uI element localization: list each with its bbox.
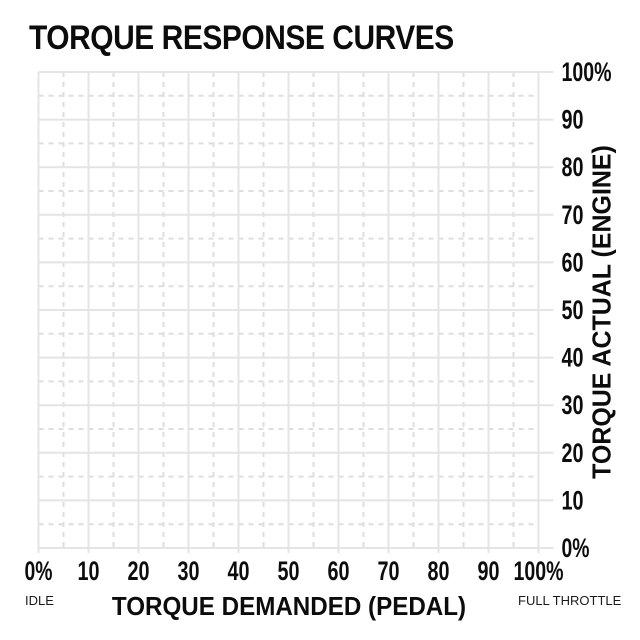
y-tick-label: 70	[562, 200, 584, 230]
y-tick-label: 50	[562, 295, 584, 325]
x-tick-label: 90	[478, 556, 500, 586]
y-tick-label: 0%	[562, 533, 590, 563]
x-tick-label: 0%	[25, 556, 53, 586]
y-tick-label: 20	[562, 438, 584, 468]
y-tick-label: 100%	[562, 57, 612, 87]
x-tick-label: 40	[228, 556, 250, 586]
y-axis-title: TORQUE ACTUAL (ENGINE)	[586, 145, 617, 479]
x-axis-title: TORQUE DEMANDED (PEDAL)	[111, 591, 467, 621]
x-tick-label: 60	[328, 556, 350, 586]
x-axis-annotation-full-throttle: FULL THROTTLE	[518, 593, 622, 608]
x-tick-label: 50	[278, 556, 300, 586]
x-tick-label: 70	[378, 556, 400, 586]
y-tick-label: 10	[562, 485, 584, 515]
x-tick-label: 20	[128, 556, 150, 586]
x-tick-label: 10	[78, 556, 100, 586]
y-tick-label: 30	[562, 390, 584, 420]
chart-title: TORQUE RESPONSE CURVES	[29, 19, 454, 57]
x-axis-annotation-idle: IDLE	[25, 593, 54, 608]
y-tick-label: 80	[562, 152, 584, 182]
y-tick-label: 60	[562, 247, 584, 277]
x-tick-label: 100%	[514, 556, 564, 586]
y-tick-label: 40	[562, 343, 584, 373]
y-tick-label: 90	[562, 105, 584, 135]
x-tick-label: 80	[428, 556, 450, 586]
x-tick-label: 30	[178, 556, 200, 586]
